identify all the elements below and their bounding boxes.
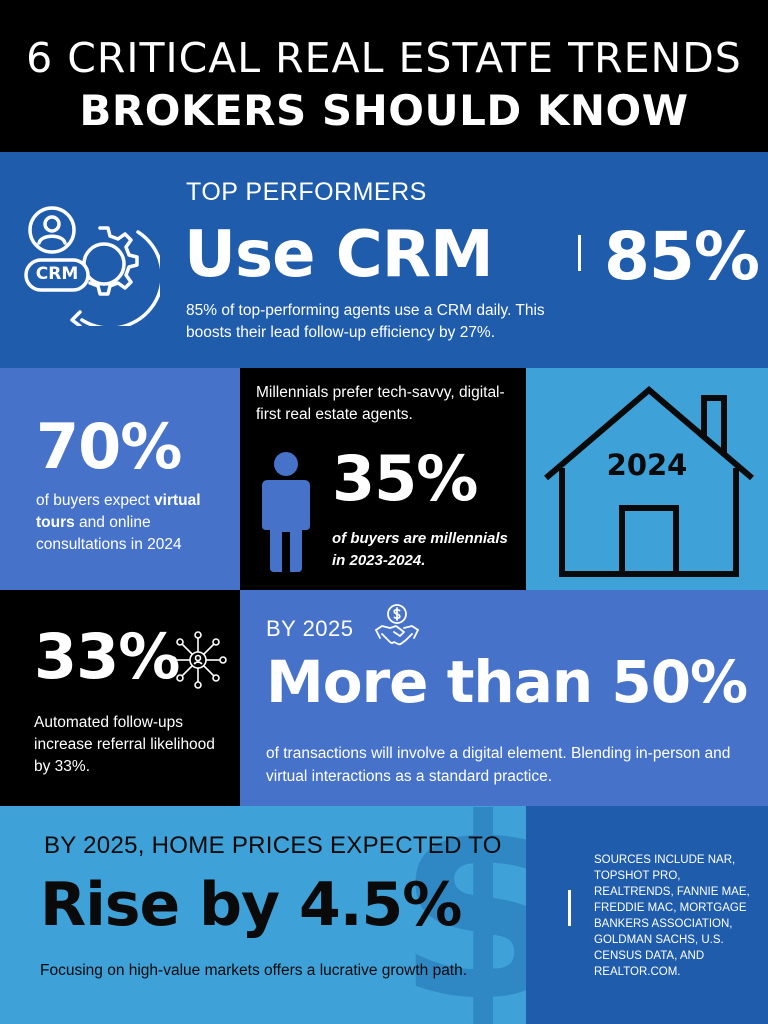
crm-gear-person-icon bbox=[24, 206, 160, 326]
handshake-dollar-icon bbox=[375, 604, 419, 646]
millennials-section: Millennials prefer tech-savvy, digital-f… bbox=[240, 368, 526, 590]
virtual-tours-section: 70% of buyers expect virtual tours and o… bbox=[0, 368, 240, 590]
crm-headline: Use CRM bbox=[184, 218, 494, 292]
digital-headline: More than 50% bbox=[266, 648, 748, 716]
house-year: 2024 bbox=[606, 448, 688, 482]
title-line-1: 6 CRITICAL REAL ESTATE TRENDS bbox=[26, 34, 742, 82]
house-icon bbox=[544, 386, 754, 577]
sources-section: SOURCES INCLUDE NAR, TOPSHOT PRO, REALTR… bbox=[526, 806, 768, 1024]
sources-text: SOURCES INCLUDE NAR, TOPSHOT PRO, REALTR… bbox=[594, 854, 750, 978]
virtual-tours-stat: 70% bbox=[36, 410, 182, 483]
millennials-description: of buyers are millennials in 2023-2024. bbox=[332, 530, 508, 569]
person-icon bbox=[262, 452, 310, 572]
crm-kicker: TOP PERFORMERS bbox=[186, 178, 427, 206]
desc-pre: of buyers expect bbox=[36, 492, 155, 509]
prices-kicker: BY 2025, HOME PRICES EXPECTED TO bbox=[44, 832, 502, 859]
crm-section: CRM TOP PERFORMERS Use CRM 85% 85% of to… bbox=[0, 152, 768, 368]
referral-description: Automated follow-ups increase referral l… bbox=[34, 714, 215, 775]
network-icon bbox=[169, 631, 227, 689]
desc-post: and online consultations in 2024 bbox=[36, 514, 182, 553]
digital-description: of transactions will involve a digital e… bbox=[266, 745, 731, 785]
virtual-tours-description: of buyers expect virtual tours and onlin… bbox=[36, 490, 226, 556]
referral-section: 33% Automated follow-ups increase referr… bbox=[0, 590, 240, 806]
digital-kicker: BY 2025 bbox=[266, 616, 354, 641]
title-line-2: BROKERS SHOULD KNOW bbox=[79, 86, 689, 135]
prices-headline: Rise by 4.5% bbox=[40, 870, 462, 940]
digital-section: BY 2025 More than 50% of transactions wi… bbox=[240, 590, 768, 806]
crm-icon-label: CRM bbox=[35, 264, 79, 284]
header: 6 CRITICAL REAL ESTATE TRENDS BROKERS SH… bbox=[0, 0, 768, 152]
crm-stat: 85% bbox=[604, 218, 760, 295]
millennials-intro: Millennials prefer tech-savvy, digital-f… bbox=[256, 384, 505, 423]
prices-section: $ BY 2025, HOME PRICES EXPECTED TO Rise … bbox=[0, 806, 526, 1024]
divider bbox=[568, 890, 571, 926]
prices-description: Focusing on high-value markets offers a … bbox=[40, 962, 468, 979]
crm-description: 85% of top-performing agents use a CRM d… bbox=[186, 302, 545, 341]
dollar-watermark-icon: $ bbox=[396, 806, 526, 1024]
millennials-stat: 35% bbox=[332, 442, 478, 515]
referral-stat: 33% bbox=[34, 620, 180, 693]
divider bbox=[578, 235, 581, 271]
house-section: 2024 bbox=[526, 368, 768, 590]
desc-bold: virtual tours bbox=[36, 492, 201, 531]
